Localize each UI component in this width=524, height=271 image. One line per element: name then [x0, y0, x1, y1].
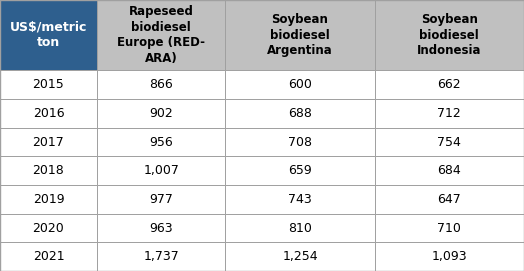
Text: 712: 712 [438, 107, 461, 120]
Text: 2015: 2015 [32, 78, 64, 91]
Text: Rapeseed
biodiesel
Europe (RED-
ARA): Rapeseed biodiesel Europe (RED- ARA) [117, 5, 205, 65]
Text: 708: 708 [288, 136, 312, 149]
Text: 2019: 2019 [32, 193, 64, 206]
Bar [97, 242, 225, 271]
Bar [375, 242, 524, 271]
Text: 684: 684 [438, 164, 461, 177]
Text: 662: 662 [438, 78, 461, 91]
Text: 647: 647 [438, 193, 461, 206]
Text: 710: 710 [438, 221, 461, 234]
Bar [225, 156, 375, 185]
Text: 866: 866 [149, 78, 173, 91]
Bar [0, 214, 97, 242]
Bar [225, 99, 375, 128]
Bar [97, 99, 225, 128]
Text: 2016: 2016 [32, 107, 64, 120]
Text: 2017: 2017 [32, 136, 64, 149]
Bar [375, 128, 524, 156]
Text: 1,254: 1,254 [282, 250, 318, 263]
Text: 956: 956 [149, 136, 173, 149]
Bar [375, 156, 524, 185]
Bar [0, 128, 97, 156]
Text: 2021: 2021 [32, 250, 64, 263]
Bar [97, 214, 225, 242]
Bar [0, 242, 97, 271]
Bar [375, 99, 524, 128]
Text: 1,093: 1,093 [432, 250, 467, 263]
Text: 977: 977 [149, 193, 173, 206]
Text: 963: 963 [149, 221, 173, 234]
Text: 659: 659 [288, 164, 312, 177]
Bar [0, 99, 97, 128]
Bar [225, 185, 375, 214]
Bar [225, 242, 375, 271]
Text: Soybean
biodiesel
Argentina: Soybean biodiesel Argentina [267, 13, 333, 57]
Text: 902: 902 [149, 107, 173, 120]
Bar [225, 214, 375, 242]
Bar [225, 0, 375, 70]
Text: 2018: 2018 [32, 164, 64, 177]
Bar [97, 70, 225, 99]
Text: Soybean
biodiesel
Indonesia: Soybean biodiesel Indonesia [417, 13, 482, 57]
Bar [225, 128, 375, 156]
Text: 2020: 2020 [32, 221, 64, 234]
Bar [375, 185, 524, 214]
Bar [0, 0, 97, 70]
Text: US$/metric
ton: US$/metric ton [10, 21, 87, 50]
Text: 810: 810 [288, 221, 312, 234]
Bar [225, 70, 375, 99]
Text: 688: 688 [288, 107, 312, 120]
Bar [375, 214, 524, 242]
Bar [97, 128, 225, 156]
Text: 743: 743 [288, 193, 312, 206]
Text: 1,737: 1,737 [143, 250, 179, 263]
Bar [375, 70, 524, 99]
Bar [375, 0, 524, 70]
Bar [97, 156, 225, 185]
Bar [0, 70, 97, 99]
Bar [0, 185, 97, 214]
Bar [97, 185, 225, 214]
Text: 600: 600 [288, 78, 312, 91]
Bar [0, 156, 97, 185]
Text: 1,007: 1,007 [143, 164, 179, 177]
Text: 754: 754 [438, 136, 461, 149]
Bar [97, 0, 225, 70]
